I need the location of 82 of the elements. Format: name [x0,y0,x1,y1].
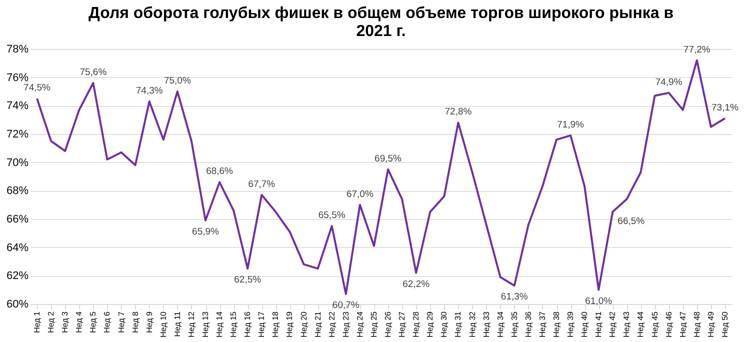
data-label: 75,0% [164,76,192,86]
x-tick-label: Нед 25 [369,310,378,338]
x-tick-label: Нед 19 [285,310,294,338]
y-tick-label: 74% [6,100,29,112]
x-tick-label: Нед 28 [412,310,421,338]
data-label: 62,2% [402,278,430,290]
data-label: 72,8% [444,106,472,118]
y-tick-label: 76% [6,72,29,84]
x-tick-label: Нед 46 [664,310,674,338]
y-tick-label: 64% [6,242,29,254]
data-label: 74,5% [24,82,52,94]
x-tick-label: Нед 9 [144,310,154,333]
x-tick-label: Нед 13 [201,310,210,338]
x-tick-label: Нед 42 [608,310,618,338]
y-tick-label: 60% [6,298,29,310]
data-label: 68,6% [206,166,234,178]
x-tick-label: Нед 35 [510,310,519,338]
x-tick-label: Нед 20 [299,310,308,338]
x-tick-label: Нед 32 [468,310,477,338]
data-label: 75,6% [80,67,108,78]
x-tick-label: Нед 3 [60,310,70,333]
x-tick-label: Нед 39 [566,310,576,338]
x-tick-label: Нед 4 [74,310,84,333]
y-tick-label: 66% [6,214,29,226]
x-tick-label: Нед 37 [538,310,547,338]
data-label: 65,5% [318,210,346,222]
x-tick-label: Нед 7 [116,310,126,333]
x-tick-label: Нед 10 [158,310,168,338]
data-label: 61,0% [585,296,613,307]
x-tick-label: Нед 47 [678,310,688,338]
x-tick-label: Нед 1 [32,310,42,333]
x-tick-label: Нед 21 [313,310,322,338]
y-tick-label: 68% [6,185,29,198]
y-tick-label: 78% [6,44,29,56]
data-label: 71,9% [557,119,585,130]
x-tick-label: Нед 24 [355,310,364,338]
x-tick-label: Нед 11 [172,310,182,337]
y-tick-label: 62% [6,270,29,282]
x-tick-label: Нед 2 [46,310,56,333]
chart-title: Доля оборота голубых фишек в общем объеме торгов широкого рынка в 2021 г. [88,5,674,40]
x-tick-label: Нед 6 [102,310,112,333]
x-tick-label: Нед 5 [88,310,98,333]
x-tick-label: Нед 27 [398,310,407,338]
x-tick-label: Нед 18 [271,310,280,338]
data-label: 69,5% [374,153,402,164]
x-tick-label: Нед 12 [186,310,196,338]
y-tick-label: 72% [6,128,29,140]
x-tick-label: Нед 50 [720,310,730,338]
x-tick-label: Нед 36 [524,310,533,338]
y-tick-label: 70% [6,156,29,169]
data-label: 67,7% [248,178,276,190]
x-tick-label: Нед 30 [440,310,449,338]
x-tick-label: Нед 49 [706,310,716,338]
data-label: 62,5% [234,274,262,286]
x-tick-label: Нед 33 [482,310,491,338]
data-label: 67,0% [346,188,374,200]
x-tick-label: Нед 40 [580,310,590,338]
x-tick-label: Нед 48 [692,310,702,338]
data-label: 74,9% [655,76,683,88]
x-tick-label: Нед 44 [636,310,646,338]
x-tick-label: Нед 14 [215,310,224,338]
x-tick-label: Нед 38 [552,310,561,338]
data-label: 65,9% [192,226,220,238]
x-tick-label: Нед 45 [650,310,660,338]
x-tick-label: Нед 8 [130,310,140,333]
x-tick-label: Нед 23 [341,310,350,338]
x-tick-label: Нед 17 [257,310,266,338]
data-label: 74,3% [136,85,164,96]
x-tick-label: Нед 26 [384,310,393,338]
x-tick-label: Нед 43 [622,310,632,338]
x-tick-label: Нед 22 [327,310,336,338]
data-label: 77,2% [683,44,711,56]
x-tick-label: Нед 31 [454,310,463,338]
x-tick-label: Нед 29 [426,310,435,338]
x-tick-label: Нед 34 [496,310,505,338]
x-tick-label: Нед 15 [229,310,238,338]
x-tick-label: Нед 41 [594,310,604,338]
data-label: 61,3% [500,292,528,303]
data-label: 73,1% [712,102,739,114]
data-label: 66,5% [618,216,646,227]
data-label: 60,7% [332,300,360,312]
x-tick-label: Нед 16 [243,310,252,338]
